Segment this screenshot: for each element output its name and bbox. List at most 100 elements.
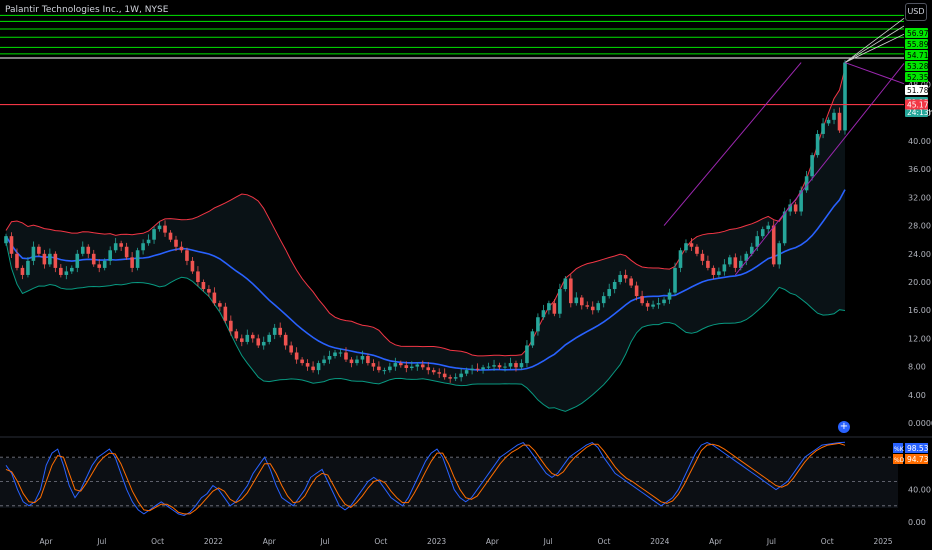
candle-body (344, 352, 348, 360)
candle-body (574, 297, 579, 304)
candle-body (733, 257, 738, 268)
candle-body (272, 327, 277, 335)
candle-body (59, 267, 63, 275)
candle-body (453, 377, 458, 379)
candle-body (294, 352, 299, 360)
time-tick-label: 2024 (650, 537, 669, 546)
lower-trendline (734, 63, 905, 276)
candle-body (640, 296, 644, 304)
plus-circle-icon[interactable]: + (838, 421, 850, 433)
candle-body (388, 366, 392, 371)
candle-body (163, 225, 167, 233)
candle-body (119, 243, 123, 247)
price-tick-label: 16.00 (908, 306, 931, 315)
candle-body (91, 253, 96, 265)
candle-body (26, 260, 30, 275)
price-tick-label: 20.00 (908, 278, 931, 287)
candle-body (338, 352, 343, 354)
candle-body (322, 359, 326, 364)
candle-body (86, 246, 91, 254)
stoch-tick-label: 0.00 (908, 518, 926, 527)
candle-body (728, 257, 732, 265)
target-price-label-bg (905, 50, 928, 60)
candle-body (684, 243, 688, 251)
candle-body (234, 331, 239, 339)
candle-body (590, 306, 595, 311)
countdown-label: 24:13h (907, 108, 932, 117)
candle-body (667, 292, 672, 300)
candle-body (431, 370, 436, 373)
candle-body (530, 331, 535, 346)
candle-body (333, 352, 337, 357)
candle-body (563, 278, 568, 290)
candle-body (629, 278, 633, 286)
target-price-label: 53.28 (907, 62, 929, 71)
candle-body (717, 271, 721, 275)
candle-body (393, 363, 398, 367)
target-price-label: 54.71 (907, 51, 929, 60)
candle-body (64, 271, 69, 275)
candle-body (327, 356, 332, 360)
time-tick-label: Oct (821, 537, 834, 546)
time-tick-label: Apr (486, 537, 500, 546)
candle-body (97, 264, 102, 268)
candle-body (360, 356, 365, 360)
candle-body (651, 304, 655, 307)
candle-body (48, 253, 52, 265)
candle-body (130, 257, 134, 268)
candle-body (519, 363, 524, 368)
time-tick-label: 2022 (204, 537, 223, 546)
candle-body (223, 306, 228, 321)
candle-body (185, 250, 189, 261)
candle-body (700, 253, 705, 261)
candle-body (250, 334, 255, 339)
candle-body (179, 246, 184, 251)
time-tick-label: 2023 (427, 537, 446, 546)
candle-body (771, 225, 776, 265)
candle-body (80, 246, 85, 254)
candle-body (744, 253, 749, 261)
candle-body (174, 239, 178, 247)
candle-body (261, 341, 266, 346)
candle-body (508, 363, 513, 367)
candle-body (152, 229, 156, 240)
candle-body (349, 359, 354, 364)
time-tick-label: Apr (40, 537, 54, 546)
candle-body (256, 338, 261, 346)
candle-body (837, 112, 842, 131)
bollinger-fill (6, 68, 845, 412)
candle-body (793, 204, 798, 212)
candle-body (168, 232, 173, 240)
candle-body (585, 305, 590, 307)
time-tick-label: Oct (374, 537, 387, 546)
candle-body (267, 334, 272, 342)
stoch-badge-value: 98.53 (907, 444, 929, 453)
target-price-label-bg (905, 72, 928, 82)
candle-body (662, 299, 666, 304)
currency-button[interactable]: USD (905, 3, 927, 21)
time-tick-label: Apr (709, 537, 723, 546)
candle-body (821, 123, 825, 134)
candle-body (437, 372, 442, 374)
candle-body (749, 246, 754, 254)
candle-body (689, 243, 694, 247)
time-tick-label: Jul (543, 537, 553, 546)
target-price-label: 55.89 (907, 40, 929, 49)
candle-body (843, 62, 847, 131)
candle-body (42, 253, 47, 265)
stoch-d-line (5, 442, 846, 515)
candle-body (190, 260, 195, 272)
candle-body (497, 365, 502, 368)
candle-body (760, 229, 765, 237)
time-tick-label: 2025 (873, 537, 892, 546)
candle-body (782, 211, 787, 244)
time-tick-label: Jul (96, 537, 106, 546)
candle-body (102, 260, 107, 268)
candle-body (4, 236, 8, 244)
stoch-badge-tag-bg (893, 454, 903, 464)
candle-body (366, 356, 370, 364)
fan-line (844, 33, 905, 63)
candle-body (826, 119, 831, 124)
candle-body (678, 250, 683, 268)
